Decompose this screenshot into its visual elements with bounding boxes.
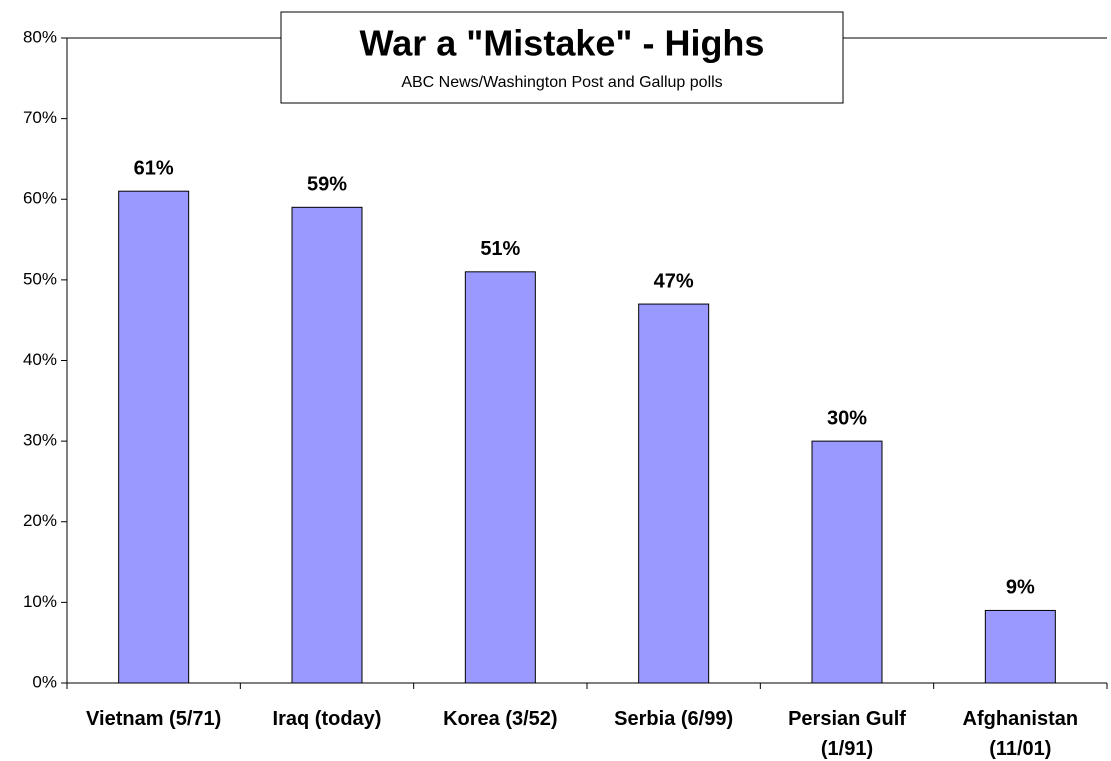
chart-subtitle: ABC News/Washington Post and Gallup poll…: [401, 74, 722, 91]
y-tick-label: 70%: [23, 108, 57, 127]
bar: [464, 271, 536, 684]
y-tick-label: 20%: [23, 511, 57, 530]
value-label: 30%: [827, 407, 867, 429]
bar: [291, 206, 363, 684]
bar: [638, 303, 710, 684]
x-tick-label: Iraq (today): [272, 708, 382, 730]
x-tick-label: Vietnam (5/71): [86, 708, 222, 730]
value-label: 47%: [654, 270, 694, 292]
value-label: 9%: [1006, 577, 1035, 599]
title-box: [280, 11, 844, 104]
y-tick-label: 60%: [23, 189, 57, 208]
y-tick-label: 80%: [23, 27, 57, 46]
bar: [118, 190, 190, 684]
value-label: 61%: [134, 157, 174, 179]
chart-title: War a "Mistake" - Highs: [360, 23, 765, 64]
x-tick-label: Serbia (6/99): [614, 708, 734, 730]
y-tick-label: 0%: [32, 672, 57, 691]
x-tick-label: Persian Gulf (1/91): [788, 708, 906, 760]
value-label: 59%: [307, 174, 347, 196]
y-tick-label: 10%: [23, 592, 57, 611]
bar: [811, 440, 883, 684]
x-tick-label: Afghanistan (11/01): [962, 708, 1079, 760]
bar: [984, 609, 1056, 684]
x-tick-label: Korea (3/52): [443, 708, 558, 730]
y-tick-label: 40%: [23, 350, 57, 369]
y-tick-label: 50%: [23, 269, 57, 288]
y-tick-label: 30%: [23, 431, 57, 450]
value-label: 51%: [480, 238, 520, 260]
